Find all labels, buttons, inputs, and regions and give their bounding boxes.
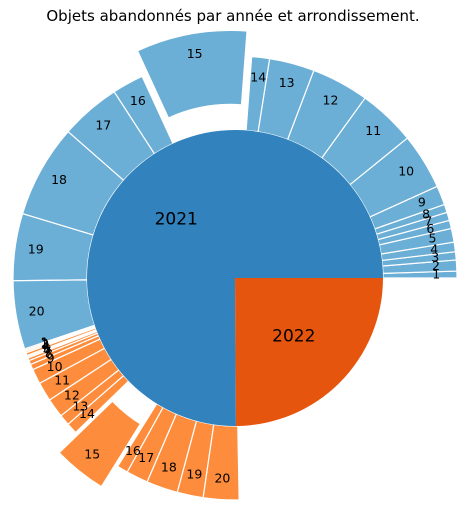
slice-label-2021-11: 11 xyxy=(365,123,381,138)
slice-label-2022-8: 8 xyxy=(45,346,53,361)
slice-label-2021-1: 1 xyxy=(432,266,440,281)
slice-label-2021-5: 5 xyxy=(429,231,437,246)
slice-label-2022-11: 11 xyxy=(54,373,70,388)
outer-slice-2021-15 xyxy=(136,29,248,119)
slice-label-2021-8: 8 xyxy=(422,206,430,221)
slice-label-2021-18: 18 xyxy=(51,172,67,187)
inner-pie xyxy=(87,129,384,426)
slice-label-2021-10: 10 xyxy=(398,164,414,179)
slice-label-2022-16: 16 xyxy=(125,443,141,458)
slice-label-2021-9: 9 xyxy=(418,195,426,210)
slice-label-2022-10: 10 xyxy=(47,359,63,374)
slice-label-2021-7: 7 xyxy=(424,214,432,229)
slice-label-2021-4: 4 xyxy=(430,241,438,256)
slice-label-2021-16: 16 xyxy=(130,93,146,108)
slice-label-2022-14: 14 xyxy=(79,406,95,421)
year-label-2021: 2021 xyxy=(155,210,198,230)
slice-label-2021-17: 17 xyxy=(95,117,111,132)
chart-title: Objets abandonnés par année et arrondiss… xyxy=(46,7,420,25)
slice-label-2021-20: 20 xyxy=(29,303,45,318)
slice-label-2022-9: 9 xyxy=(47,350,55,365)
slice-label-2022-3: 3 xyxy=(41,337,49,352)
slice-label-2021-12: 12 xyxy=(323,92,339,107)
slice-label-2022-7: 7 xyxy=(44,343,52,358)
slice-label-2021-3: 3 xyxy=(431,249,439,264)
outer-slice-2022-15 xyxy=(58,400,142,488)
slice-label-2022-12: 12 xyxy=(64,387,80,402)
inner-slice-2022 xyxy=(235,278,383,426)
year-label-2022: 2022 xyxy=(272,326,315,346)
slice-label-2022-15: 15 xyxy=(84,446,100,461)
outer-ring xyxy=(12,29,458,501)
slice-label-2022-20: 20 xyxy=(214,470,230,485)
labels: 2021202212345678910111213141516171819201… xyxy=(28,46,440,486)
slice-label-2022-17: 17 xyxy=(138,450,154,465)
slice-label-2021-19: 19 xyxy=(28,241,44,256)
slice-label-2021-14: 14 xyxy=(250,70,266,85)
slice-label-2022-6: 6 xyxy=(43,342,51,357)
slice-label-2022-5: 5 xyxy=(43,340,51,355)
slice-label-2022-2: 2 xyxy=(41,336,49,351)
slice-label-2021-13: 13 xyxy=(279,75,295,90)
slice-label-2022-1: 1 xyxy=(41,334,49,349)
slice-label-2021-6: 6 xyxy=(426,221,434,236)
slice-label-2022-18: 18 xyxy=(161,460,177,475)
slice-label-2021-15: 15 xyxy=(187,46,203,61)
slice-label-2022-4: 4 xyxy=(42,339,50,354)
slice-label-2022-19: 19 xyxy=(186,467,202,482)
slice-label-2022-13: 13 xyxy=(72,398,88,413)
slice-label-2021-2: 2 xyxy=(432,258,440,273)
